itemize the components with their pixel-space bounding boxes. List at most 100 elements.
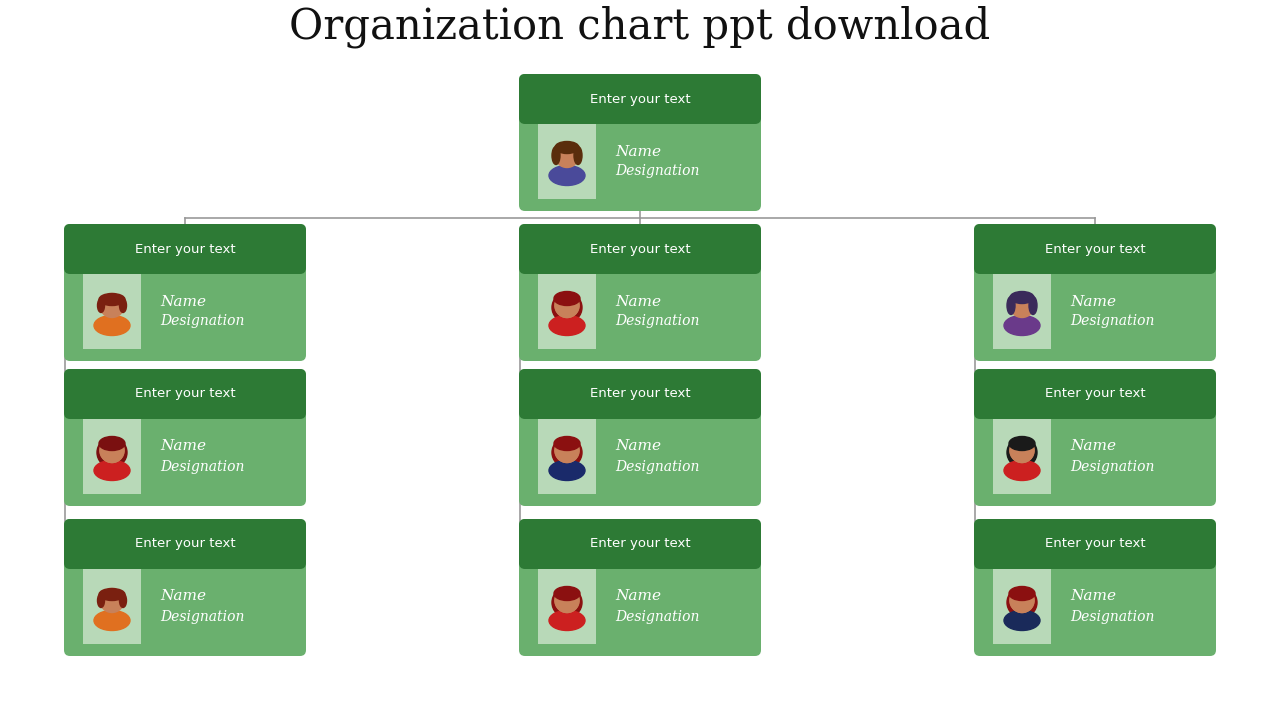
Text: Designation: Designation bbox=[1070, 459, 1155, 474]
FancyBboxPatch shape bbox=[64, 224, 306, 361]
Bar bbox=[70, 403, 300, 413]
Ellipse shape bbox=[93, 611, 131, 631]
FancyBboxPatch shape bbox=[518, 369, 762, 506]
Text: Designation: Designation bbox=[160, 459, 244, 474]
FancyBboxPatch shape bbox=[64, 519, 306, 656]
Text: Organization chart ppt download: Organization chart ppt download bbox=[289, 5, 991, 48]
FancyBboxPatch shape bbox=[518, 369, 762, 419]
Bar bbox=[70, 258, 300, 268]
Text: Designation: Designation bbox=[614, 459, 699, 474]
Text: Name: Name bbox=[1070, 590, 1116, 603]
Ellipse shape bbox=[119, 299, 127, 312]
Circle shape bbox=[1010, 588, 1034, 613]
Text: Designation: Designation bbox=[1070, 315, 1155, 328]
Text: Name: Name bbox=[160, 590, 206, 603]
Ellipse shape bbox=[1007, 297, 1015, 315]
Ellipse shape bbox=[573, 146, 582, 164]
Ellipse shape bbox=[1009, 436, 1036, 451]
Circle shape bbox=[556, 588, 579, 613]
Bar bbox=[993, 419, 1051, 494]
Circle shape bbox=[100, 438, 124, 462]
Circle shape bbox=[100, 438, 124, 462]
Circle shape bbox=[100, 294, 124, 318]
Text: Enter your text: Enter your text bbox=[1044, 243, 1146, 256]
Circle shape bbox=[1010, 588, 1034, 613]
Ellipse shape bbox=[1009, 587, 1036, 600]
Ellipse shape bbox=[1004, 611, 1039, 631]
Ellipse shape bbox=[554, 436, 580, 451]
FancyBboxPatch shape bbox=[64, 519, 306, 569]
Circle shape bbox=[100, 588, 124, 613]
Ellipse shape bbox=[93, 461, 131, 480]
Ellipse shape bbox=[1004, 461, 1039, 480]
Text: Designation: Designation bbox=[614, 164, 699, 179]
Ellipse shape bbox=[549, 166, 585, 186]
FancyBboxPatch shape bbox=[518, 224, 762, 274]
Text: Designation: Designation bbox=[614, 315, 699, 328]
Bar bbox=[538, 274, 596, 349]
Text: Name: Name bbox=[614, 590, 660, 603]
Bar bbox=[525, 553, 755, 563]
Circle shape bbox=[556, 588, 579, 613]
Ellipse shape bbox=[554, 587, 580, 600]
Ellipse shape bbox=[1007, 588, 1037, 618]
FancyBboxPatch shape bbox=[64, 369, 306, 506]
Bar bbox=[993, 569, 1051, 644]
Text: Enter your text: Enter your text bbox=[1044, 538, 1146, 551]
FancyBboxPatch shape bbox=[64, 224, 306, 274]
Ellipse shape bbox=[1029, 297, 1037, 315]
Circle shape bbox=[556, 294, 579, 318]
Ellipse shape bbox=[99, 294, 125, 305]
Bar bbox=[980, 553, 1210, 563]
Text: Enter your text: Enter your text bbox=[590, 243, 690, 256]
Circle shape bbox=[556, 438, 579, 462]
Bar bbox=[538, 569, 596, 644]
Text: Enter your text: Enter your text bbox=[134, 243, 236, 256]
Text: Name: Name bbox=[614, 294, 660, 308]
Ellipse shape bbox=[1004, 315, 1039, 336]
Ellipse shape bbox=[99, 588, 125, 600]
Text: Designation: Designation bbox=[160, 315, 244, 328]
Ellipse shape bbox=[99, 436, 125, 451]
Ellipse shape bbox=[556, 142, 579, 153]
Bar bbox=[980, 403, 1210, 413]
Ellipse shape bbox=[1007, 438, 1037, 467]
Ellipse shape bbox=[549, 611, 585, 631]
Ellipse shape bbox=[119, 593, 127, 608]
Ellipse shape bbox=[97, 593, 105, 608]
Ellipse shape bbox=[1010, 292, 1034, 304]
FancyBboxPatch shape bbox=[64, 369, 306, 419]
Bar bbox=[980, 258, 1210, 268]
Ellipse shape bbox=[552, 588, 582, 618]
FancyBboxPatch shape bbox=[974, 519, 1216, 569]
Bar bbox=[525, 258, 755, 268]
FancyBboxPatch shape bbox=[974, 224, 1216, 274]
Bar bbox=[70, 553, 300, 563]
Circle shape bbox=[556, 438, 579, 462]
Text: Designation: Designation bbox=[160, 610, 244, 624]
Bar bbox=[83, 419, 141, 494]
Ellipse shape bbox=[97, 438, 127, 467]
Bar bbox=[993, 274, 1051, 349]
FancyBboxPatch shape bbox=[518, 74, 762, 211]
Text: Enter your text: Enter your text bbox=[134, 538, 236, 551]
Circle shape bbox=[1010, 438, 1034, 462]
Text: Name: Name bbox=[160, 439, 206, 454]
Text: Name: Name bbox=[160, 294, 206, 308]
Circle shape bbox=[1010, 294, 1034, 318]
Ellipse shape bbox=[552, 292, 582, 323]
Ellipse shape bbox=[549, 461, 585, 480]
Bar bbox=[538, 419, 596, 494]
Text: Enter your text: Enter your text bbox=[590, 387, 690, 400]
Bar bbox=[525, 403, 755, 413]
FancyBboxPatch shape bbox=[974, 369, 1216, 419]
Bar bbox=[83, 569, 141, 644]
Circle shape bbox=[1010, 438, 1034, 462]
Ellipse shape bbox=[97, 299, 105, 312]
Text: Enter your text: Enter your text bbox=[590, 538, 690, 551]
FancyBboxPatch shape bbox=[518, 519, 762, 656]
Text: Name: Name bbox=[1070, 439, 1116, 454]
Bar bbox=[525, 108, 755, 118]
Circle shape bbox=[556, 294, 579, 318]
FancyBboxPatch shape bbox=[518, 74, 762, 124]
